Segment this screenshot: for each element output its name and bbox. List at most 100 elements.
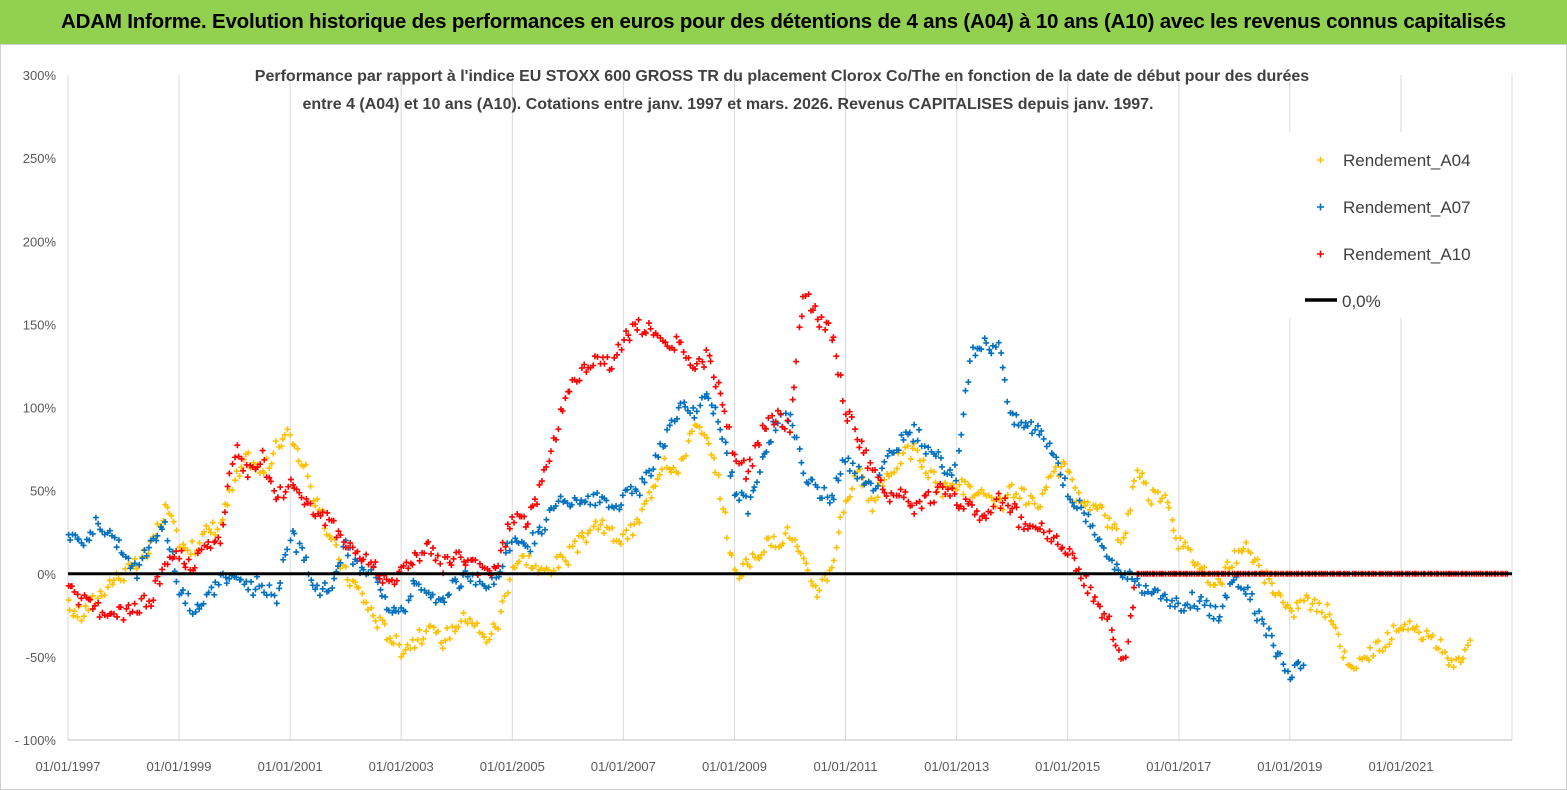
point-Rendement_A10: [307, 500, 314, 507]
point-Rendement_A10: [1125, 638, 1132, 645]
point-Rendement_A07: [978, 346, 985, 353]
point-Rendement_A07: [851, 470, 858, 477]
point-Rendement_A07: [756, 469, 763, 476]
point-Rendement_A10: [1071, 555, 1078, 562]
point-Rendement_A04: [268, 460, 275, 467]
point-Rendement_A04: [460, 609, 467, 616]
point-Rendement_A04: [310, 497, 317, 504]
point-Rendement_A07: [1259, 616, 1266, 623]
point-Rendement_A04: [592, 518, 599, 525]
point-Rendement_A07: [938, 463, 945, 470]
point-Rendement_A10: [566, 388, 573, 395]
point-Rendement_A04: [824, 577, 831, 584]
point-Rendement_A04: [516, 558, 523, 565]
point-Rendement_A07: [1011, 421, 1018, 428]
point-Rendement_A04: [486, 636, 493, 643]
point-Rendement_A07: [335, 563, 342, 570]
point-Rendement_A04: [722, 509, 729, 516]
point-Rendement_A07: [641, 479, 648, 486]
point-Rendement_A07: [666, 422, 673, 429]
point-Rendement_A10: [830, 334, 837, 341]
point-Rendement_A10: [944, 486, 951, 493]
point-Rendement_A04: [1111, 521, 1118, 528]
point-Rendement_A10: [497, 547, 504, 554]
point-Rendement_A07: [194, 601, 201, 608]
point-Rendement_A07: [948, 472, 955, 479]
point-Rendement_A10: [802, 293, 809, 300]
point-Rendement_A04: [133, 565, 140, 572]
point-Rendement_A07: [941, 470, 948, 477]
series-Rendement_A04: [65, 422, 1474, 672]
point-Rendement_A07: [1081, 510, 1088, 517]
point-Rendement_A10: [555, 426, 562, 433]
y-tick-label: - 100%: [15, 733, 57, 748]
point-Rendement_A04: [1190, 559, 1197, 566]
point-Rendement_A04: [1031, 500, 1038, 507]
point-Rendement_A04: [693, 422, 700, 429]
point-Rendement_A07: [1256, 608, 1263, 615]
point-Rendement_A07: [1180, 607, 1187, 614]
point-Rendement_A10: [763, 425, 770, 432]
point-Rendement_A10: [138, 595, 145, 602]
point-Rendement_A10: [71, 588, 78, 595]
point-Rendement_A07: [141, 547, 148, 554]
point-Rendement_A04: [368, 604, 375, 611]
point-Rendement_A07: [527, 548, 534, 555]
point-Rendement_A07: [627, 483, 634, 490]
point-Rendement_A10: [642, 330, 649, 337]
point-Rendement_A10: [1009, 505, 1016, 512]
point-Rendement_A10: [370, 564, 377, 571]
point-Rendement_A07: [143, 552, 150, 559]
point-Rendement_A07: [1295, 659, 1302, 666]
point-Rendement_A04: [1219, 581, 1226, 588]
point-Rendement_A04: [304, 473, 311, 480]
point-Rendement_A07: [826, 499, 833, 506]
point-Rendement_A07: [196, 605, 203, 612]
point-Rendement_A10: [908, 502, 915, 509]
point-Rendement_A04: [833, 544, 840, 551]
point-Rendement_A10: [303, 495, 310, 502]
point-Rendement_A07: [314, 582, 321, 589]
point-Rendement_A07: [555, 498, 562, 505]
point-Rendement_A04: [82, 603, 89, 610]
point-Rendement_A07: [89, 530, 96, 537]
point-Rendement_A04: [374, 624, 381, 631]
point-Rendement_A04: [170, 518, 177, 525]
y-tick-label: 150%: [23, 317, 57, 332]
point-Rendement_A07: [390, 604, 397, 611]
point-Rendement_A04: [180, 541, 187, 548]
point-Rendement_A04: [1295, 605, 1302, 612]
point-Rendement_A07: [722, 439, 729, 446]
y-tick-label: 100%: [23, 401, 57, 416]
point-Rendement_A10: [746, 456, 753, 463]
point-Rendement_A10: [833, 353, 840, 360]
point-Rendement_A10: [349, 544, 356, 551]
point-Rendement_A07: [727, 473, 734, 480]
point-Rendement_A07: [715, 418, 722, 425]
point-Rendement_A10: [774, 407, 781, 414]
point-Rendement_A10: [756, 442, 762, 449]
point-Rendement_A07: [947, 467, 954, 474]
point-Rendement_A10: [1048, 538, 1055, 545]
point-Rendement_A07: [568, 501, 575, 508]
point-Rendement_A04: [370, 612, 377, 619]
point-Rendement_A04: [1255, 562, 1262, 569]
point-Rendement_A04: [295, 458, 302, 465]
point-Rendement_A04: [414, 636, 421, 643]
point-Rendement_A07: [248, 578, 255, 585]
point-Rendement_A10: [645, 320, 652, 327]
point-Rendement_A04: [779, 540, 786, 547]
point-Rendement_A10: [829, 337, 836, 344]
point-Rendement_A04: [1442, 649, 1448, 656]
point-Rendement_A10: [692, 365, 699, 372]
point-Rendement_A07: [538, 530, 545, 537]
point-Rendement_A10: [842, 411, 849, 418]
point-Rendement_A10: [864, 465, 871, 472]
point-Rendement_A04: [1086, 506, 1093, 513]
point-Rendement_A04: [1025, 500, 1032, 507]
x-tick-label: 01/01/2011: [813, 759, 877, 774]
point-Rendement_A07: [407, 593, 414, 600]
point-Rendement_A04: [173, 527, 180, 534]
point-Rendement_A04: [1448, 657, 1455, 664]
point-Rendement_A04: [455, 624, 462, 631]
